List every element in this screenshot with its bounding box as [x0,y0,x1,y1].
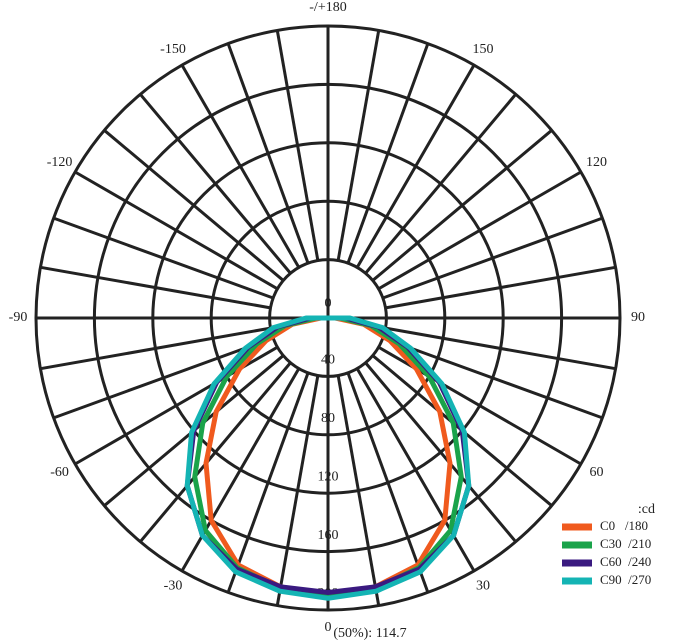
ring [268,258,388,378]
angle-label: -120 [47,155,73,170]
r-tick-label: 160 [318,528,339,543]
angle-label: 150 [473,42,494,57]
legend-label: C60 /240 [600,554,651,569]
unit-label: :cd [638,502,655,517]
ring [151,141,505,495]
r-tick-label: 0 [325,296,332,311]
angle-label: -60 [50,465,69,480]
ring [209,199,447,437]
angle-label: 120 [586,155,607,170]
angle-label: -90 [9,310,28,325]
r-tick-label: 40 [321,353,335,368]
ring [34,24,622,612]
angle-label: -/+180 [309,0,346,15]
r-tick-label: 80 [321,411,335,426]
series-line [184,315,472,601]
footer: (50%): 114.7 [333,626,406,641]
angle-label: 30 [476,579,490,594]
legend-label: C90 /270 [600,572,651,587]
ring [92,82,564,554]
angle-label: 90 [631,310,645,325]
legend-label: C0 /180 [600,518,648,533]
legend-label: C30 /210 [600,536,651,551]
angle-label: 0 [325,620,332,635]
r-tick-label: 120 [318,469,339,484]
angle-label: -30 [164,579,183,594]
angle-label: -150 [160,42,186,57]
angle-label: 60 [589,465,603,480]
